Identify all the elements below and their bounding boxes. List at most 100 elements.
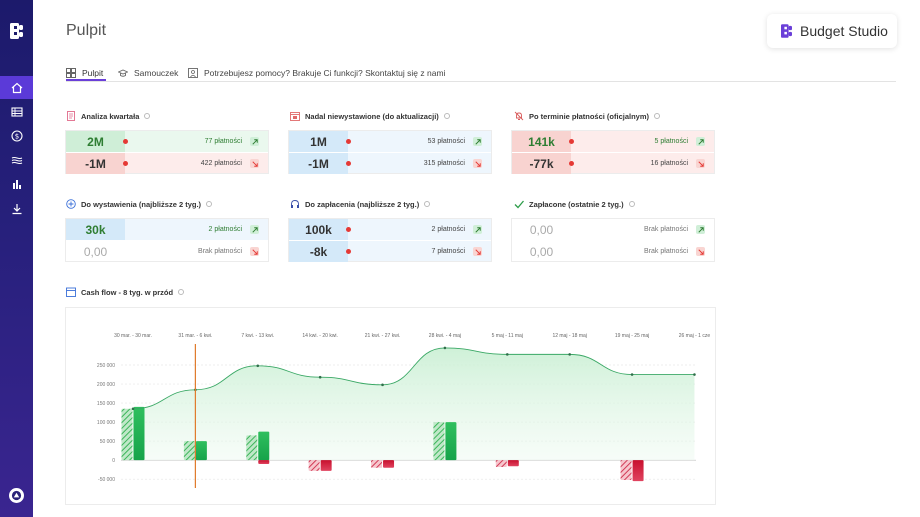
arrow-up-icon[interactable] <box>473 137 482 146</box>
expense-value: 0,00 <box>83 244 108 259</box>
info-icon[interactable] <box>424 201 431 207</box>
card-to-pay[interactable]: 100k 2 płatności -8k 7 płatności <box>288 218 492 262</box>
home-icon <box>11 82 22 93</box>
sidebar-item-reports[interactable] <box>0 172 33 195</box>
x-tick-label: 21 kwi. - 27 kwi. <box>365 333 401 339</box>
income-count: 5 płatności <box>654 138 688 145</box>
y-tick-label: -50 000 <box>98 477 115 483</box>
x-tick-label: 28 kwi. - 4 maj <box>429 333 461 339</box>
status-dot <box>569 139 574 144</box>
info-icon[interactable] <box>144 113 151 119</box>
card-quarter[interactable]: 2M 77 płatności -1M 422 płatności <box>65 130 269 174</box>
card-unissued[interactable]: 1M 53 płatności -1M 315 płatności <box>288 130 492 174</box>
balance-point <box>506 353 509 356</box>
expense-row[interactable]: -8k 7 płatności <box>289 240 491 262</box>
x-tick-label: 30 mar. - 30 mar. <box>114 333 152 339</box>
sidebar-item-home[interactable] <box>0 76 33 99</box>
income-row[interactable]: 1M 53 płatności <box>289 131 491 152</box>
calendar-table-icon <box>66 287 76 297</box>
income-row[interactable]: 100k 2 płatności <box>289 219 491 240</box>
income-value: 1M <box>289 131 348 152</box>
status-dot <box>346 249 351 254</box>
x-tick-label: 19 maj - 25 maj <box>615 333 649 339</box>
balance-line <box>132 347 695 410</box>
tab-samouczek[interactable]: Samouczek <box>118 64 178 82</box>
tab-label: Samouczek <box>134 68 179 78</box>
expense-count: 315 płatności <box>423 160 465 167</box>
expense-row[interactable]: 0,00 Brak płatności <box>66 240 268 261</box>
arrow-up-icon[interactable] <box>250 137 259 146</box>
bar-expense-planned <box>308 460 320 471</box>
expense-count: 7 płatności <box>431 248 465 255</box>
info-icon[interactable] <box>443 113 450 119</box>
arrow-down-icon[interactable] <box>696 159 705 168</box>
tab-pulpit[interactable]: Pulpit <box>66 64 103 82</box>
y-tick-label: 200 000 <box>97 382 115 388</box>
info-icon[interactable] <box>628 201 635 207</box>
income-row[interactable]: 0,00 Brak płatności <box>512 219 714 240</box>
app-logo-icon[interactable] <box>10 23 23 39</box>
bar-income <box>195 441 207 461</box>
arrow-up-icon[interactable] <box>696 137 705 146</box>
card-title-unissued: Nadal niewystawione (do aktualizacji) <box>290 111 450 121</box>
x-tick-label: 7 kwi. - 13 kwi. <box>241 333 274 339</box>
card-title-to-pay: Do zapłacenia (najbliższe 2 tyg.) <box>290 199 431 209</box>
sidebar-item-flow[interactable] <box>0 148 33 171</box>
card-overdue[interactable]: 141k 5 płatności -77k 16 płatności <box>511 130 715 174</box>
arrow-up-icon[interactable] <box>696 225 705 234</box>
bar-income-planned <box>121 408 133 461</box>
card-paid[interactable]: 0,00 Brak płatności 0,00 Brak płatności <box>511 218 715 262</box>
arrow-down-icon[interactable] <box>473 247 482 256</box>
bar-expense <box>507 460 519 467</box>
balance-point <box>381 383 384 387</box>
income-value: 141k <box>512 131 571 152</box>
sidebar-item-table[interactable] <box>0 100 33 123</box>
y-tick-label: 100 000 <box>97 420 115 426</box>
expense-value: 0,00 <box>529 244 554 259</box>
card-title-to-issue: Do wystawienia (najbliższe 2 tyg.) <box>66 199 213 209</box>
report-icon <box>67 111 75 121</box>
info-icon[interactable] <box>206 201 213 207</box>
user-avatar[interactable] <box>9 488 24 503</box>
x-tick-label: 26 maj - 1 cze <box>679 333 711 339</box>
bar-income-planned <box>183 441 195 461</box>
tab-help[interactable]: Potrzebujesz pomocy? Brakuje Ci funkcji?… <box>188 64 445 82</box>
arrow-down-icon[interactable] <box>250 247 259 256</box>
card-title-text: Po terminie płatności (oficjalnym) <box>529 111 650 121</box>
sidebar-item-money[interactable]: $ <box>0 124 33 147</box>
expense-value: -1M <box>289 153 348 174</box>
arrow-down-icon[interactable] <box>473 159 482 168</box>
card-to-issue[interactable]: 30k 2 płatności 0,00 Brak płatności <box>65 218 269 262</box>
svg-text:$: $ <box>14 132 18 140</box>
status-dot <box>569 161 574 166</box>
check-icon <box>514 200 524 209</box>
expense-row[interactable]: -1M 315 płatności <box>289 152 491 174</box>
bar-income-planned <box>433 422 445 461</box>
info-icon[interactable] <box>654 113 661 119</box>
plus-circle-icon <box>66 199 76 209</box>
arrow-up-icon[interactable] <box>250 225 259 234</box>
balance-point <box>318 375 322 379</box>
card-title-paid: Zapłacone (ostatnie 2 tyg.) <box>514 199 635 209</box>
sidebar-item-export[interactable] <box>0 197 33 220</box>
bar-expense-planned <box>371 460 383 468</box>
expense-row[interactable]: 0,00 Brak płatności <box>512 240 714 261</box>
arrow-down-icon[interactable] <box>250 159 259 168</box>
arrow-down-icon[interactable] <box>696 247 705 256</box>
income-value: 100k <box>289 219 348 240</box>
status-dot <box>123 139 128 144</box>
bar-chart-icon <box>12 179 21 189</box>
headset-icon <box>291 200 299 208</box>
expense-count: Brak płatności <box>644 248 688 255</box>
x-tick-label: 31 mar. - 6 kwi. <box>178 333 212 339</box>
y-tick-label: 250 000 <box>97 363 115 369</box>
income-row[interactable]: 2M 77 płatności <box>66 131 268 152</box>
expense-row[interactable]: -77k 16 płatności <box>512 152 714 174</box>
income-row[interactable]: 141k 5 płatności <box>512 131 714 152</box>
arrow-up-icon[interactable] <box>473 225 482 234</box>
income-row[interactable]: 30k 2 płatności <box>66 219 268 240</box>
income-value: 30k <box>66 219 125 240</box>
dollar-icon: $ <box>10 129 23 142</box>
expense-row[interactable]: -1M 422 płatności <box>66 152 268 174</box>
info-icon[interactable] <box>178 289 185 295</box>
